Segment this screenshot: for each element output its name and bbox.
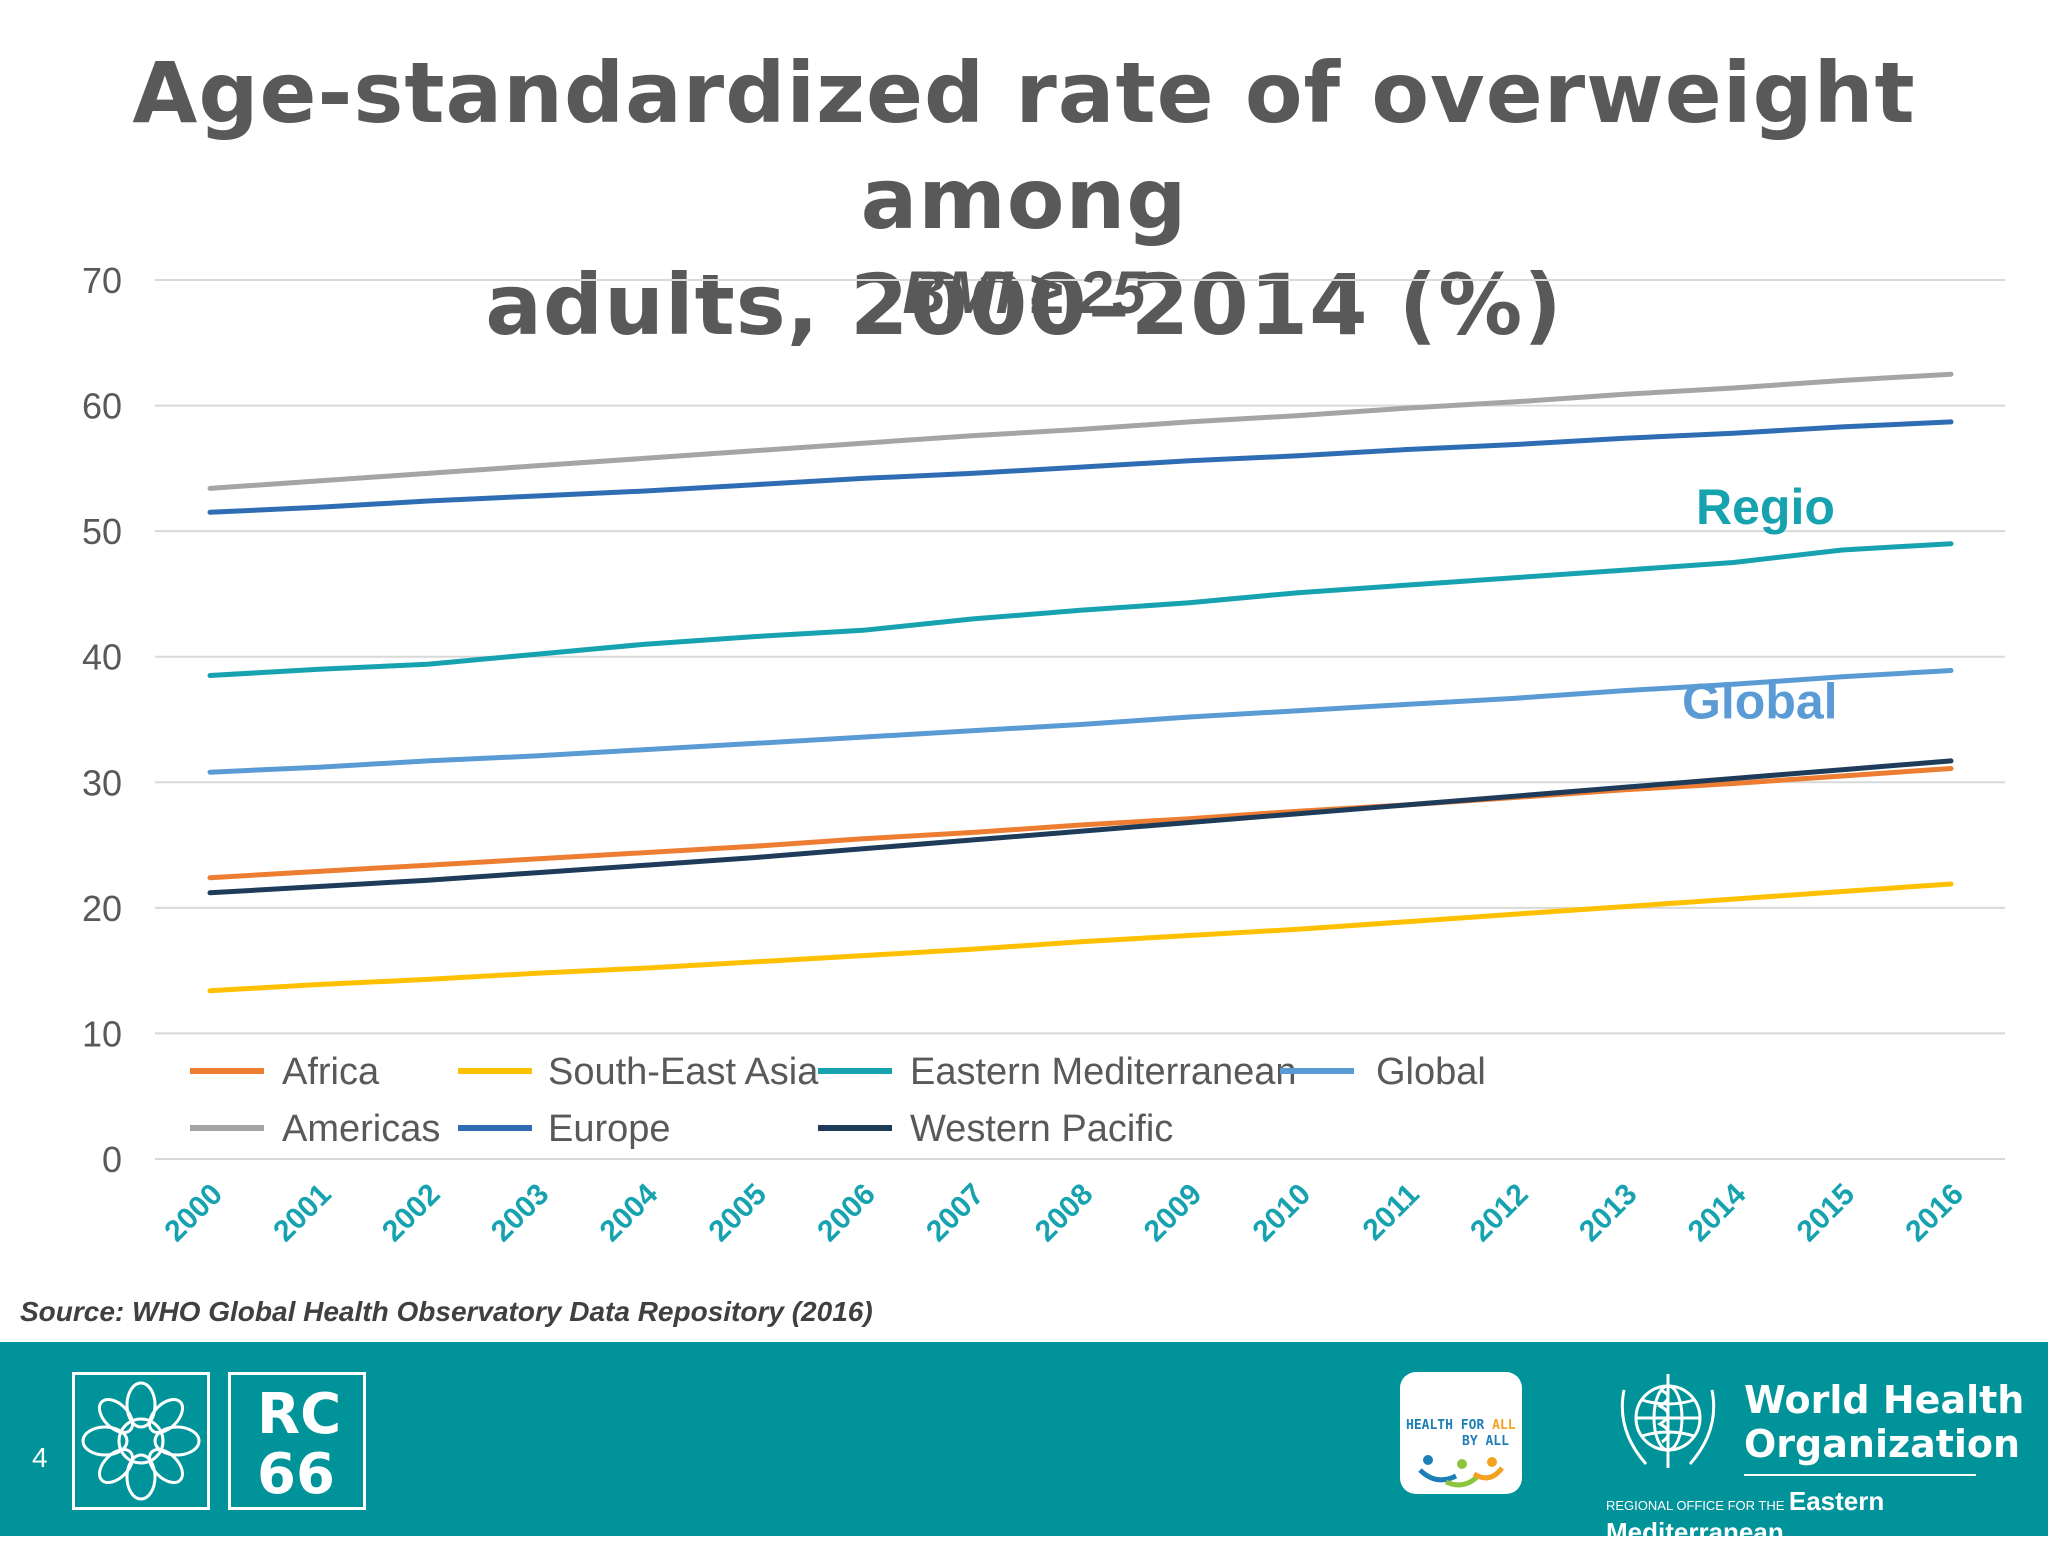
y-tick-label: 30 <box>82 762 122 803</box>
x-tick-label: 2004 <box>594 1177 665 1248</box>
overweight-line-chart: Africa South-East Asia Eastern Mediterrane… <box>82 260 2005 1249</box>
legend-label: Western Pacific <box>910 1108 1173 1150</box>
who-divider <box>1744 1474 1976 1476</box>
x-tick-label: 2015 <box>1791 1178 1862 1249</box>
x-tick-label: 2003 <box>485 1178 556 1249</box>
title-line-1: Age-standardized rate of overweight amon… <box>132 44 1916 248</box>
title-line-2: adults, 2000–2014 (%) <box>485 256 1563 354</box>
x-tick-label: 2005 <box>702 1178 773 1249</box>
x-tick-label: 2006 <box>811 1178 882 1249</box>
annotation-label: Global <box>1682 674 1838 730</box>
annotation-label: Regio <box>1696 479 1835 535</box>
x-tick-label: 2001 <box>267 1178 338 1249</box>
y-tick-label: 40 <box>82 637 122 678</box>
x-tick-label: 2014 <box>1682 1177 1753 1248</box>
who-organization-name: World Health Organization <box>1744 1378 2025 1466</box>
series-line-americas <box>207 371 1954 491</box>
series-line-south-east-asia <box>207 881 1954 994</box>
source-note: Source: WHO Global Health Observatory Da… <box>20 1296 873 1327</box>
rc66-line-2: 66 <box>257 1442 335 1507</box>
chart-subtitle: BMI ≥ 25 <box>902 259 1146 326</box>
x-tick-label: 2007 <box>920 1178 991 1249</box>
people-figures-icon <box>1418 1455 1504 1488</box>
y-tick-label: 60 <box>82 386 122 427</box>
series-line-eastern-mediterranean <box>207 541 1954 678</box>
x-tick-label: 2009 <box>1138 1178 1209 1249</box>
legend-label: Africa <box>282 1051 380 1093</box>
legend-label: South-East Asia <box>548 1051 819 1093</box>
who-regional-office: REGIONAL OFFICE FOR THE Eastern Mediterr… <box>1606 1486 1885 1547</box>
page-number: 4 <box>32 1442 48 1473</box>
rc66-emblem-logo <box>72 1372 210 1510</box>
x-tick-label: 2013 <box>1573 1178 1644 1249</box>
y-tick-label: 0 <box>102 1139 122 1180</box>
series-line-global <box>207 668 1954 775</box>
x-tick-label: 2016 <box>1899 1178 1970 1249</box>
health-for-all-logo: HEALTH FOR ALL BY ALL <box>1400 1372 1522 1494</box>
series-line-western-pacific <box>207 758 1954 896</box>
rc66-line-1: RC <box>257 1382 342 1447</box>
x-tick-label: 2011 <box>1357 1178 1426 1247</box>
health-for-all-text: HEALTH FOR ALL BY ALL <box>1406 1418 1516 1449</box>
legend-label: Europe <box>548 1108 671 1150</box>
series-line-africa <box>207 766 1954 881</box>
series-line-europe <box>207 419 1954 515</box>
y-tick-label: 70 <box>82 260 122 301</box>
x-tick-label: 2008 <box>1029 1178 1100 1249</box>
y-tick-label: 20 <box>82 888 122 929</box>
x-tick-label: 2000 <box>158 1178 229 1249</box>
who-emblem-logo <box>1620 1374 1716 1468</box>
legend-label: Eastern Mediterranean <box>910 1051 1297 1093</box>
y-tick-label: 50 <box>82 511 122 552</box>
footer-bar: 4 RC 66 HEALTH FOR ALL BY ALL <box>0 1342 2048 1547</box>
legend-label: Americas <box>282 1108 440 1150</box>
slide-title: Age-standardized rate of overweight amon… <box>0 40 2048 358</box>
y-tick-label: 10 <box>82 1013 122 1054</box>
x-tick-label: 2012 <box>1464 1178 1535 1249</box>
legend-label: Global <box>1376 1051 1486 1093</box>
x-tick-label: 2002 <box>376 1178 447 1249</box>
rc66-logo: RC 66 <box>228 1372 366 1510</box>
x-tick-label: 2010 <box>1247 1178 1318 1249</box>
